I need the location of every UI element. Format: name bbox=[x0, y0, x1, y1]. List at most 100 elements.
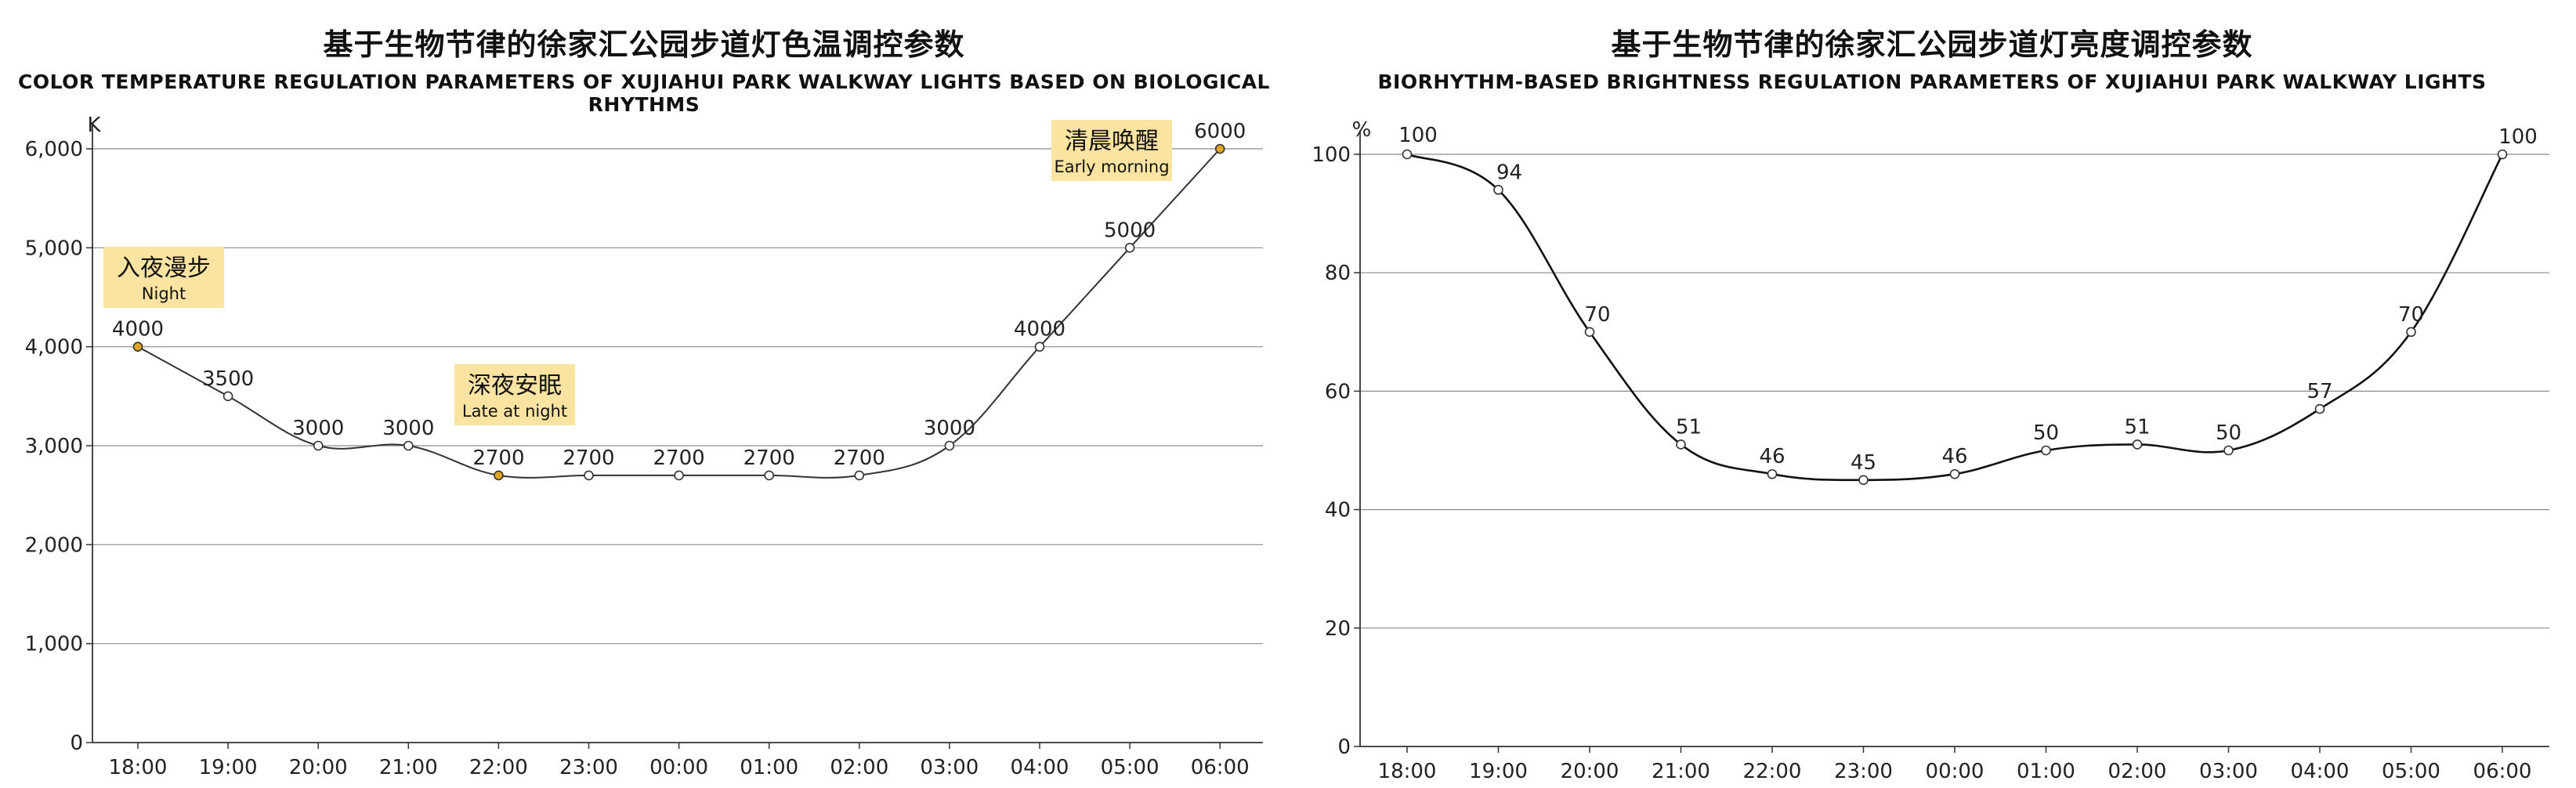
data-point bbox=[944, 440, 955, 451]
x-tick-label: 23:00 bbox=[1834, 760, 1893, 783]
data-label: 45 bbox=[1851, 451, 1876, 475]
data-label: 46 bbox=[1759, 445, 1785, 468]
x-tick-label: 05:00 bbox=[1101, 756, 1160, 779]
x-tick-label: 22:00 bbox=[1743, 760, 1802, 783]
x-tick-label: 02:00 bbox=[2108, 760, 2167, 783]
data-point bbox=[1493, 185, 1503, 195]
data-label: 70 bbox=[1584, 303, 1610, 327]
y-tick-label: 1,000 bbox=[25, 633, 83, 656]
chart-title: 基于生物节律的徐家汇公园步道灯亮度调控参数 bbox=[1611, 27, 2253, 62]
data-point bbox=[764, 470, 775, 481]
y-axis-unit-label: % bbox=[1352, 118, 1372, 142]
data-label: 51 bbox=[1676, 415, 1702, 439]
y-tick-label: 100 bbox=[1312, 143, 1351, 167]
x-tick-label: 01:00 bbox=[740, 756, 798, 779]
annotation-cn-label: 入夜漫步 bbox=[117, 255, 211, 282]
chart-subtitle: COLOR TEMPERATURE REGULATION PARAMETERS … bbox=[18, 70, 1270, 116]
data-label: 100 bbox=[2498, 125, 2538, 149]
data-point bbox=[494, 470, 504, 481]
annotation-en-label: Early morning bbox=[1054, 157, 1169, 176]
y-tick-label: 60 bbox=[1325, 380, 1351, 403]
data-label: 100 bbox=[1398, 124, 1438, 147]
annotation-en-label: Night bbox=[142, 284, 186, 303]
data-point bbox=[2406, 327, 2416, 338]
annotation-cn-label: 深夜安眠 bbox=[468, 372, 562, 399]
x-tick-label: 20:00 bbox=[289, 756, 348, 779]
chart-title: 基于生物节律的徐家汇公园步道灯色温调控参数 bbox=[323, 27, 965, 62]
data-label: 3000 bbox=[924, 417, 975, 440]
data-point bbox=[2314, 403, 2325, 414]
y-tick-label: 4,000 bbox=[25, 336, 83, 360]
annotation-box bbox=[103, 247, 224, 308]
data-point bbox=[1676, 439, 1686, 450]
data-point bbox=[2132, 439, 2143, 450]
x-tick-label: 20:00 bbox=[1561, 760, 1619, 783]
data-label: 4000 bbox=[112, 318, 164, 342]
chart-subtitle: BIORHYTHM-BASED BRIGHTNESS REGULATION PA… bbox=[1377, 70, 2487, 93]
y-tick-label: 3,000 bbox=[25, 435, 83, 458]
data-point bbox=[1949, 468, 1960, 479]
x-tick-label: 00:00 bbox=[649, 756, 708, 779]
x-tick-label: 21:00 bbox=[379, 756, 438, 779]
data-label: 5000 bbox=[1104, 219, 1156, 242]
data-point bbox=[2497, 149, 2508, 160]
brightness-chart: 基于生物节律的徐家汇公园步道灯亮度调控参数 BIORHYTHM-BASED BR… bbox=[1288, 0, 2576, 788]
x-tick-label: 19:00 bbox=[1469, 760, 1528, 783]
annotation-box bbox=[1051, 120, 1172, 181]
data-point bbox=[1402, 149, 1413, 160]
x-tick-label: 19:00 bbox=[199, 756, 258, 779]
data-label: 57 bbox=[2306, 380, 2332, 403]
data-label: 6000 bbox=[1194, 120, 1246, 143]
data-label: 94 bbox=[1496, 161, 1522, 184]
data-label: 3500 bbox=[202, 367, 254, 391]
x-tick-label: 23:00 bbox=[559, 756, 618, 779]
x-tick-label: 18:00 bbox=[109, 756, 168, 779]
y-tick-label: 0 bbox=[1337, 736, 1351, 759]
data-point bbox=[854, 470, 865, 481]
x-tick-label: 00:00 bbox=[1926, 760, 1984, 783]
data-point bbox=[1858, 475, 1869, 486]
data-point bbox=[1584, 327, 1595, 338]
data-point bbox=[403, 440, 414, 451]
x-tick-label: 03:00 bbox=[920, 756, 979, 779]
data-point bbox=[132, 342, 143, 352]
data-label: 4000 bbox=[1014, 318, 1065, 342]
x-tick-label: 05:00 bbox=[2382, 760, 2440, 783]
data-label: 2700 bbox=[563, 446, 614, 470]
data-label: 2700 bbox=[653, 446, 705, 470]
data-label: 50 bbox=[2033, 421, 2059, 445]
y-tick-label: 40 bbox=[1325, 499, 1351, 522]
color-temperature-chart: 基于生物节律的徐家汇公园步道灯色温调控参数 COLOR TEMPERATURE … bbox=[18, 27, 1270, 779]
data-point bbox=[674, 470, 684, 481]
x-tick-label: 01:00 bbox=[2017, 760, 2075, 783]
data-label: 3000 bbox=[382, 417, 434, 440]
data-label: 3000 bbox=[292, 417, 344, 440]
data-label: 2700 bbox=[472, 446, 524, 470]
data-point bbox=[1214, 143, 1225, 154]
y-axis-unit-label: K bbox=[87, 114, 101, 137]
data-label: 2700 bbox=[834, 446, 885, 470]
x-tick-label: 21:00 bbox=[1652, 760, 1710, 783]
data-point bbox=[1124, 243, 1135, 253]
y-tick-label: 0 bbox=[70, 732, 83, 755]
data-point bbox=[2041, 445, 2051, 456]
data-label: 51 bbox=[2124, 415, 2150, 439]
y-tick-label: 2,000 bbox=[25, 533, 83, 557]
data-label: 70 bbox=[2398, 303, 2424, 327]
x-tick-label: 02:00 bbox=[830, 756, 888, 779]
data-point bbox=[223, 391, 233, 402]
series-line bbox=[1406, 153, 2504, 482]
annotation-cn-label: 清晨唤醒 bbox=[1065, 128, 1159, 155]
x-tick-label: 22:00 bbox=[469, 756, 528, 779]
x-tick-label: 04:00 bbox=[2291, 760, 2350, 783]
data-label: 46 bbox=[1941, 445, 1967, 468]
annotation-en-label: Late at night bbox=[462, 402, 567, 421]
x-tick-label: 04:00 bbox=[1011, 756, 1069, 779]
data-point bbox=[584, 470, 594, 481]
brightness-plot: 0 20 40 60 80 100% 18:00 19:00 20:00 21:00 22:00 23… bbox=[1312, 118, 2549, 783]
x-tick-label: 06:00 bbox=[2473, 760, 2532, 783]
y-tick-label: 20 bbox=[1325, 617, 1351, 641]
x-tick-label: 06:00 bbox=[1191, 756, 1250, 779]
data-point bbox=[1034, 342, 1045, 352]
